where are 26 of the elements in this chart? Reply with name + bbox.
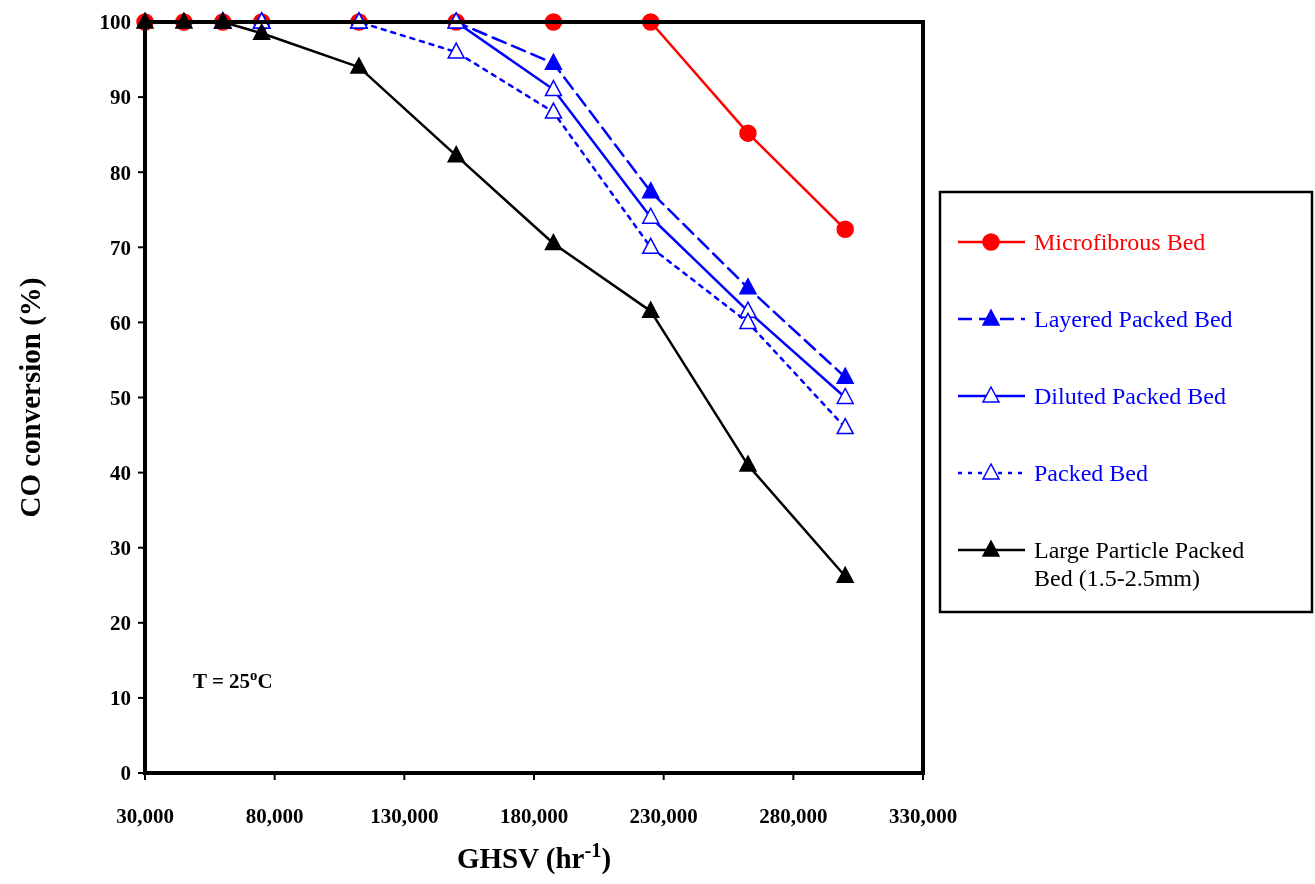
x-tick-label: 30,000 [116,804,174,828]
y-tick-label: 90 [110,85,131,110]
legend-label: Packed Bed [1034,460,1148,487]
legend-label: Large Particle Packed Bed (1.5-2.5mm) [1034,537,1245,591]
annotation: T = 25$^{o}$C [193,667,273,693]
y-tick-label: 0 [120,761,131,786]
x-axis-title: GHSV (hr$^{-1}$) [456,839,612,875]
legend-label: Microfibrous Bed [1034,229,1206,256]
y-tick-label: 60 [110,310,131,335]
x-tick-label: 180,000 [499,804,569,828]
y-axis-title: CO conversion (%) [14,277,47,518]
y-tick-label: 70 [110,235,131,260]
x-tick-label: 80,000 [245,804,304,828]
x-tick-label: 330,000 [888,804,958,828]
y-tick-label: 20 [110,611,131,636]
x-tick-label: 280,000 [759,804,828,828]
x-tick-label: 230,000 [629,804,698,828]
legend-label: Diluted Packed Bed [1034,383,1226,410]
y-tick-label: 50 [110,385,131,410]
y-tick-label: 10 [110,686,131,711]
y-tick-label: 100 [99,10,131,35]
x-tick-label: 130,000 [370,804,439,828]
y-tick-label: 80 [110,160,131,185]
legend-label: Layered Packed Bed [1034,306,1233,333]
y-tick-label: 30 [110,536,131,561]
y-tick-label: 40 [110,460,131,485]
